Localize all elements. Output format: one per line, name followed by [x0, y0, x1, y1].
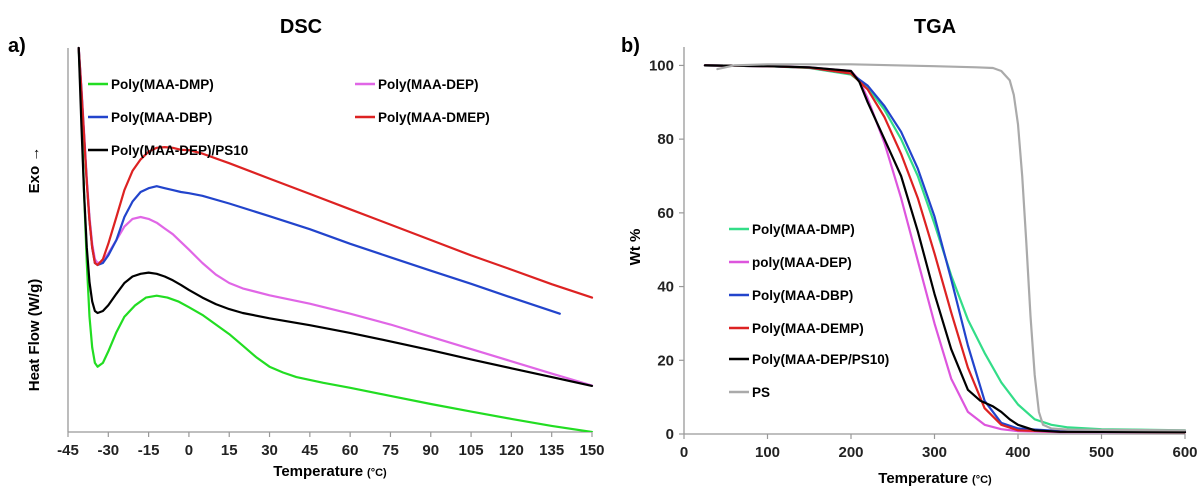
tga-series-ps: [716, 63, 1187, 432]
dsc-x-tick-label: 60: [342, 442, 359, 459]
dsc-x-tick-label: 45: [302, 442, 319, 459]
tga-panel-label: b): [621, 35, 640, 57]
dsc-legend-label: Poly(MAA-DBP): [111, 110, 212, 125]
dsc-exo-label: Exo →: [26, 147, 43, 194]
dsc-x-tick-label: 75: [382, 442, 399, 459]
dsc-x-tick-label: 30: [261, 442, 278, 459]
tga-legend-label: Poly(MAA-DMP): [752, 222, 855, 237]
dsc-x-ticks: -45 -30 -15 0 15 30 45 60 75 90 105 120 135 150: [57, 432, 605, 459]
dsc-x-tick-label: 105: [459, 442, 484, 459]
dsc-x-tick-label: -45: [57, 442, 79, 459]
tga-y-axis-label: Wt %: [627, 229, 644, 266]
dsc-panel-label: a): [8, 35, 26, 57]
tga-x-tick-label: 200: [838, 444, 863, 461]
dsc-x-tick-label: 120: [499, 442, 524, 459]
tga-legend-label: poly(MAA-DEP): [752, 255, 852, 270]
tga-legend-label: Poly(MAA-DBP): [752, 288, 853, 303]
tga-x-tick-label: 500: [1089, 444, 1114, 461]
tga-series-poly-maa-dep: [703, 64, 1187, 434]
tga-x-axis-label: Temperature (°C): [878, 470, 992, 487]
tga-ticks: 0 100 200 300 400 500 600 0 20 40 60 80 100: [649, 57, 1198, 461]
tga-x-tick-label: 100: [755, 444, 780, 461]
tga-y-tick-label: 80: [657, 131, 674, 148]
tga-legend-label: Poly(MAA-DEMP): [752, 321, 864, 336]
tga-y-tick-label: 60: [657, 205, 674, 222]
dsc-x-tick-label: 90: [422, 442, 439, 459]
dsc-axes: [67, 48, 592, 433]
tga-x-tick-label: 0: [680, 444, 688, 461]
dsc-legend: Poly(MAA-DMP) Poly(MAA-DEP) Poly(MAA-DBP) P…: [88, 77, 490, 158]
dsc-series-poly-maa-dmep: [77, 46, 594, 299]
dsc-x-tick-label: 15: [221, 442, 238, 459]
tga-x-tick-label: 300: [922, 444, 947, 461]
dsc-y-axis-label: Heat Flow (W/g): [26, 279, 43, 392]
dsc-x-tick-label: -30: [97, 442, 119, 459]
dsc-legend-label: Poly(MAA-DMEP): [378, 110, 490, 125]
dsc-legend-label: Poly(MAA-DMP): [111, 77, 214, 92]
dsc-x-tick-label: 0: [185, 442, 193, 459]
tga-panel: b) TGA 0 100 200 300 400 500 600 0 20 40 60 80 100 T…: [621, 16, 1198, 487]
tga-series-poly-maa-dmp: [703, 64, 1187, 432]
tga-legend-label: Poly(MAA-DEP/PS10): [752, 352, 889, 367]
dsc-series-poly-maa-dmp: [77, 46, 594, 432]
dsc-x-axis-unit: (°C): [367, 467, 387, 479]
dsc-legend-label: Poly(MAA-DEP)/PS10: [111, 143, 248, 158]
tga-axes: [683, 47, 1185, 435]
dsc-x-axis-label: Temperature (°C): [273, 463, 387, 480]
tga-y-tick-label: 100: [649, 57, 674, 74]
tga-x-axis-label-text: Temperature: [878, 470, 968, 487]
tga-series-poly-maa-dbp: [703, 64, 1187, 433]
tga-y-tick-label: 0: [666, 426, 674, 443]
tga-y-tick-label: 40: [657, 279, 674, 296]
tga-x-tick-label: 600: [1172, 444, 1197, 461]
dsc-series-poly-maa-dep-ps10: [77, 46, 594, 387]
tga-series-poly-maa-demp: [703, 64, 1187, 434]
tga-x-axis-unit: (°C): [972, 474, 992, 486]
tga-series: [703, 63, 1187, 434]
tga-x-tick-label: 400: [1005, 444, 1030, 461]
tga-title: TGA: [914, 16, 956, 38]
dsc-x-axis-label-text: Temperature: [273, 463, 363, 480]
dsc-x-tick-label: 150: [579, 442, 604, 459]
dsc-panel: a) DSC -45 -30 -15 0 15 30 45 60 75 90 105 120 135 15…: [8, 16, 605, 480]
tga-legend-label: PS: [752, 385, 770, 400]
dsc-series-poly-maa-dep: [77, 46, 594, 387]
dsc-x-tick-label: 135: [539, 442, 564, 459]
tga-series-poly-maa-dep-ps10: [703, 64, 1187, 434]
tga-y-tick-label: 20: [657, 352, 674, 369]
dsc-title: DSC: [280, 16, 322, 38]
dsc-x-tick-label: -15: [138, 442, 160, 459]
dsc-series: [77, 46, 594, 432]
tga-legend: Poly(MAA-DMP) poly(MAA-DEP) Poly(MAA-DBP) P…: [729, 222, 889, 400]
dsc-legend-label: Poly(MAA-DEP): [378, 77, 479, 92]
